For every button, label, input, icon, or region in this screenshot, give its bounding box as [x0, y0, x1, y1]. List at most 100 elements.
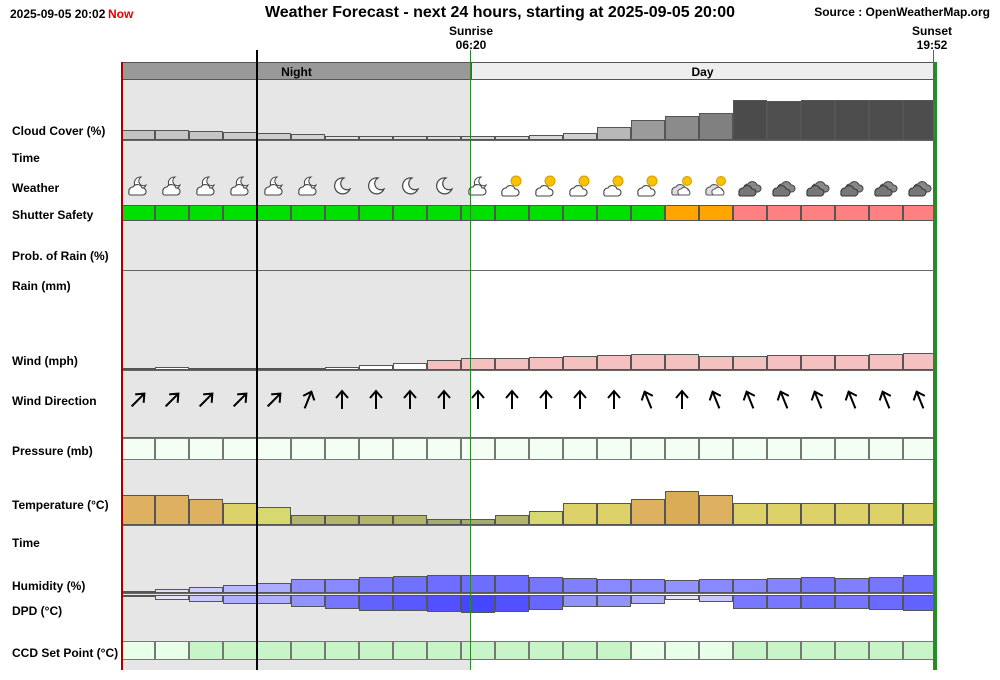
dpd-bar: [835, 595, 869, 610]
dpd-bar: [767, 595, 801, 609]
wind-arrow-icon: [869, 388, 903, 412]
wind-arrow-icon: [495, 388, 529, 412]
humidity-bar: [257, 583, 291, 593]
pressure-cell: [495, 438, 529, 460]
dpd-bar: [393, 595, 427, 612]
temperature-bar: [121, 495, 155, 525]
cloud-cover-bar: [597, 127, 631, 140]
current-datetime: 2025-09-05 20:02: [10, 7, 106, 21]
wind-bar: [869, 354, 903, 370]
ccd-set-point-cell: [563, 641, 597, 660]
now-marker-label: Now: [108, 7, 134, 21]
temperature-bar: [869, 503, 903, 525]
wind-bar: [699, 356, 733, 370]
humidity-bar: [801, 577, 835, 593]
shutter-safety-cell: [733, 205, 767, 221]
temperature-bar: [427, 519, 461, 525]
temperature-bar: [155, 495, 189, 525]
ccd-set-point-cell: [461, 641, 495, 660]
dpd-bar: [223, 595, 257, 605]
wind-arrow-icon: [427, 388, 461, 412]
pressure-cell: [597, 438, 631, 460]
temperature-bar: [291, 515, 325, 525]
wind-arrow-icon: [529, 388, 563, 412]
overcast-icon: [903, 170, 937, 200]
wind-bar: [291, 368, 325, 370]
row-separator: [121, 437, 937, 438]
wind-bar: [495, 358, 529, 370]
cloud-cover-bar: [325, 136, 359, 140]
label-rain-probability: Prob. of Rain (%): [12, 249, 109, 263]
ccd-set-point-cell: [597, 641, 631, 660]
pressure-cell: [155, 438, 189, 460]
dpd-bar: [699, 595, 733, 602]
humidity-bar: [835, 577, 869, 593]
humidity-bar: [903, 575, 937, 593]
overcast-icon: [835, 170, 869, 200]
humidity-bar: [223, 584, 257, 593]
ccd-set-point-cell: [325, 641, 359, 660]
data-source: Source : OpenWeatherMap.org: [814, 5, 990, 19]
pressure-cell: [563, 438, 597, 460]
humidity-bar: [427, 575, 461, 593]
wind-bar: [597, 355, 631, 370]
overcast-icon: [869, 170, 903, 200]
shutter-safety-cell: [291, 205, 325, 221]
night-partly-cloudy-icon: [121, 170, 155, 200]
ccd-set-point-cell: [495, 641, 529, 660]
ccd-set-point-cell: [529, 641, 563, 660]
midnight-line: [256, 50, 258, 670]
wind-arrow-icon: [155, 388, 189, 412]
cloud-cover-bar: [563, 133, 597, 140]
now-line: [121, 62, 123, 670]
pressure-cell: [801, 438, 835, 460]
day-cloudy-icon: [699, 170, 733, 200]
shutter-safety-cell: [869, 205, 903, 221]
wind-arrow-icon: [257, 388, 291, 412]
shutter-safety-cell: [461, 205, 495, 221]
pressure-cell: [461, 438, 495, 460]
right-edge-line: [934, 62, 937, 670]
wind-arrow-icon: [563, 388, 597, 412]
moon-icon: [325, 170, 359, 200]
temperature-bar: [495, 515, 529, 525]
day-partly-cloudy-icon: [563, 170, 597, 200]
label-cloud-cover: Cloud Cover (%): [12, 124, 106, 138]
day-partly-cloudy-icon: [495, 170, 529, 200]
humidity-bar: [291, 579, 325, 593]
cloud-cover-bar: [767, 100, 801, 140]
dpd-bar: [495, 595, 529, 613]
humidity-bar: [563, 577, 597, 593]
shutter-safety-cell: [801, 205, 835, 221]
page-title: Weather Forecast - next 24 hours, starti…: [264, 4, 736, 21]
humidity-bar: [631, 578, 665, 593]
dpd-bar: [563, 595, 597, 607]
pressure-cell: [903, 438, 937, 460]
temperature-bar: [257, 507, 291, 525]
night-shading: [122, 80, 471, 670]
cloud-cover-bar: [631, 120, 665, 140]
dpd-bar: [733, 595, 767, 609]
humidity-bar: [495, 575, 529, 593]
cloud-cover-bar: [665, 116, 699, 140]
wind-arrow-icon: [665, 388, 699, 412]
ccd-set-point-cell: [121, 641, 155, 660]
ccd-set-point-cell: [699, 641, 733, 660]
pressure-cell: [733, 438, 767, 460]
humidity-bar: [597, 578, 631, 593]
shutter-safety-cell: [903, 205, 937, 221]
humidity-bar: [665, 579, 699, 593]
shutter-safety-cell: [427, 205, 461, 221]
cloud-cover-bar: [801, 100, 835, 140]
ccd-set-point-cell: [155, 641, 189, 660]
label-wind: Wind (mph): [12, 354, 78, 368]
moon-icon: [427, 170, 461, 200]
shutter-safety-cell: [835, 205, 869, 221]
wind-bar: [835, 355, 869, 370]
pressure-cell: [189, 438, 223, 460]
wind-arrow-icon: [767, 388, 801, 412]
dpd-bar: [427, 595, 461, 613]
cloud-cover-bar: [359, 136, 393, 140]
temperature-bar: [393, 515, 427, 525]
cloud-cover-bar: [495, 135, 529, 140]
